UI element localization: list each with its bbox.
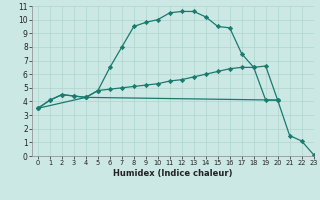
X-axis label: Humidex (Indice chaleur): Humidex (Indice chaleur) [113,169,233,178]
